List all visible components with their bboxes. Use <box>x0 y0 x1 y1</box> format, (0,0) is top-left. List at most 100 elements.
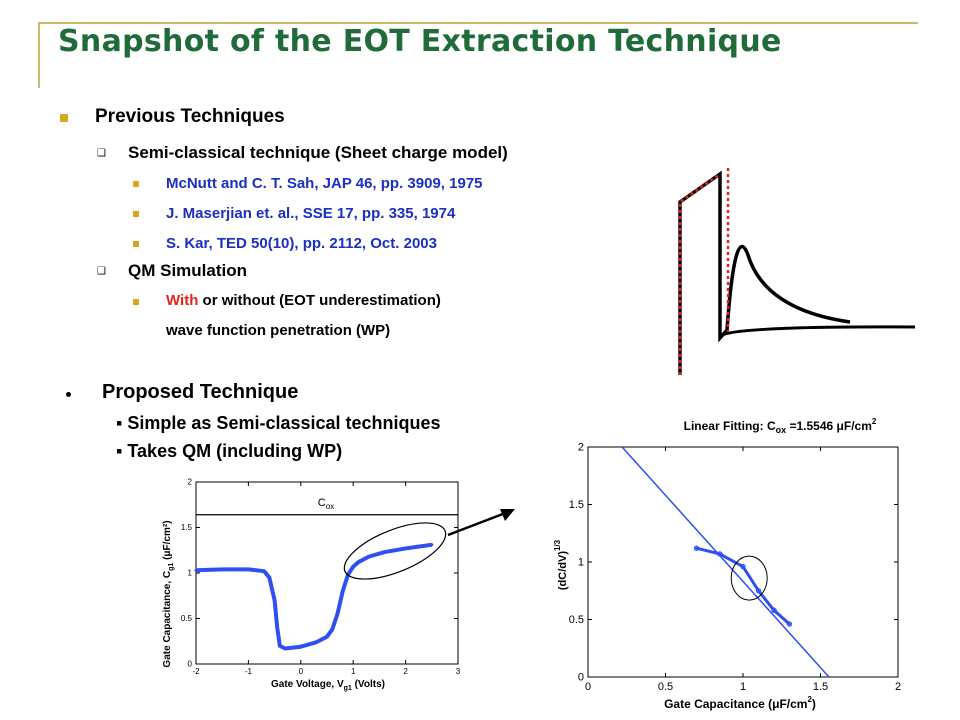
proposed-item-text: Takes QM (including WP) <box>127 441 343 461</box>
linear-fit-xlabel: Gate Capacitance (μF/cm2) <box>664 695 816 711</box>
data-point <box>755 588 762 594</box>
qm-simulation-item: QM Simulation <box>128 261 247 280</box>
cv-data-point <box>383 550 387 554</box>
bullet-dot-icon <box>66 392 71 397</box>
square-bullet-icon <box>133 241 139 247</box>
hollow-square-bullet-icon: ❑ <box>97 266 106 277</box>
previous-heading: Previous Techniques <box>95 106 285 127</box>
proposed-item: ▪ Takes QM (including WP) <box>116 441 343 461</box>
potential-profile-diagram <box>678 168 916 375</box>
cv-chart-axes: -2 -1 0 1 2 3 0 0.5 1 1.5 2 <box>181 478 461 676</box>
slide-title: Snapshot of the EOT Extraction Technique <box>58 24 782 59</box>
proposed-item-text: Simple as Semi-classical techniques <box>127 413 441 433</box>
y-tick-label: 0 <box>578 672 584 684</box>
x-tick-label: 0 <box>299 667 304 676</box>
x-tick-label: 0.5 <box>658 681 673 693</box>
cv-data-point <box>330 627 334 631</box>
proposed-item: ▪ Simple as Semi-classical techniques <box>116 413 441 433</box>
cv-data-point <box>275 626 279 630</box>
fit-line <box>621 446 830 678</box>
x-tick-label: 0 <box>585 681 591 693</box>
highlight-circle <box>730 555 768 601</box>
arrow-head-icon <box>500 509 515 521</box>
cv-data-point <box>246 567 250 571</box>
highlight-ellipse <box>343 522 447 580</box>
x-tick-label: 2 <box>895 681 901 693</box>
y-tick-label: 2 <box>578 442 584 454</box>
cv-data-point <box>367 555 371 559</box>
x-tick-label: 1 <box>740 681 746 693</box>
square-bullet-icon <box>60 114 68 122</box>
x-tick-label: 1 <box>351 667 356 676</box>
cv-data-point <box>273 598 277 602</box>
cv-data-point <box>194 568 198 572</box>
square-bullet-icon <box>133 299 139 305</box>
data-point <box>786 621 793 627</box>
cv-data-point <box>356 560 360 564</box>
cv-data-point <box>262 569 266 573</box>
with-word: With <box>166 292 199 309</box>
reference-item: S. Kar, TED 50(10), pp. 2112, Oct. 2003 <box>166 235 437 252</box>
title-frame-top <box>38 22 918 24</box>
cv-chart-ylabel: Gate Capacitance, Cg1 (μF/cm²) <box>162 520 175 667</box>
cv-data-point <box>278 644 282 648</box>
linear-fit-title: Linear Fitting: Cox =1.5546 μF/cm2 <box>684 417 877 435</box>
data-point <box>771 607 777 614</box>
classical-potential-curve <box>678 170 851 375</box>
data-series-line <box>695 546 791 626</box>
hollow-square-bullet-icon: ❑ <box>97 148 106 159</box>
cv-data-point <box>220 567 224 571</box>
without-text: or without (EOT underestimation) <box>198 292 441 309</box>
data-point <box>740 563 746 570</box>
cv-chart: -2 -1 0 1 2 3 0 0.5 1 1.5 2 Gate Voltage, Vg1 (Vol… <box>162 478 461 692</box>
x-tick-label: -2 <box>192 667 200 676</box>
x-tick-label: 3 <box>456 667 461 676</box>
cv-data-point <box>325 635 329 639</box>
cv-data-point <box>299 645 303 649</box>
cv-series-line <box>195 542 433 651</box>
square-bullet-icon <box>133 211 139 217</box>
cv-data-point <box>351 565 355 569</box>
qm-with-without-line: With or without (EOT underestimation) <box>166 292 441 309</box>
semi-classical-item: Semi-classical technique (Sheet charge m… <box>128 143 508 162</box>
cox-annotation: Cox <box>318 497 334 511</box>
cv-data-point <box>341 589 345 593</box>
cv-chart-xlabel: Gate Voltage, Vg1 (Volts) <box>271 679 385 692</box>
y-tick-label: 2 <box>188 478 193 487</box>
data-point <box>693 545 700 551</box>
x-tick-label: 1.5 <box>813 681 828 693</box>
linear-fit-series <box>621 446 830 678</box>
y-tick-label: 1.5 <box>569 499 584 511</box>
data-point <box>717 551 723 557</box>
y-tick-label: 1 <box>578 557 584 569</box>
y-tick-label: 1 <box>188 569 193 578</box>
y-tick-label: 0 <box>188 660 193 669</box>
cv-data-point <box>267 576 271 580</box>
proposed-heading: Proposed Technique <box>102 381 299 403</box>
cv-data-point <box>430 543 434 547</box>
plot-frame <box>587 446 899 678</box>
conduction-band-curve <box>718 325 916 339</box>
linear-fit-ylabel: (dC/dV)1/3 <box>553 539 569 590</box>
linear-fit-chart: Linear Fitting: Cox =1.5546 μF/cm2 0 0.5 1… <box>553 417 901 711</box>
cv-data-point <box>283 647 287 651</box>
cv-data-point <box>404 546 408 550</box>
cv-data-point <box>315 640 319 644</box>
square-bullet-icon <box>133 181 139 187</box>
cv-chart-series <box>194 514 458 651</box>
highlight-overlay <box>343 509 515 580</box>
title-frame-left <box>38 22 40 88</box>
reference-item: McNutt and C. T. Sah, JAP 46, pp. 3909, … <box>166 175 483 192</box>
x-tick-label: -1 <box>245 667 253 676</box>
reference-item: J. Maserjian et. al., SSE 17, pp. 335, 1… <box>166 205 456 222</box>
y-tick-label: 0.5 <box>181 614 193 623</box>
y-tick-label: 0.5 <box>569 614 584 626</box>
qm-potential-dashed <box>678 172 721 375</box>
cv-data-point <box>335 612 339 616</box>
x-tick-label: 2 <box>403 667 408 676</box>
linear-fit-axes: 0 0.5 1 1.5 2 0 0.5 1 1.5 2 <box>569 442 901 693</box>
arrow-line <box>447 510 509 537</box>
wave-function-line: wave function penetration (WP) <box>166 322 391 339</box>
y-tick-label: 1.5 <box>181 523 193 532</box>
